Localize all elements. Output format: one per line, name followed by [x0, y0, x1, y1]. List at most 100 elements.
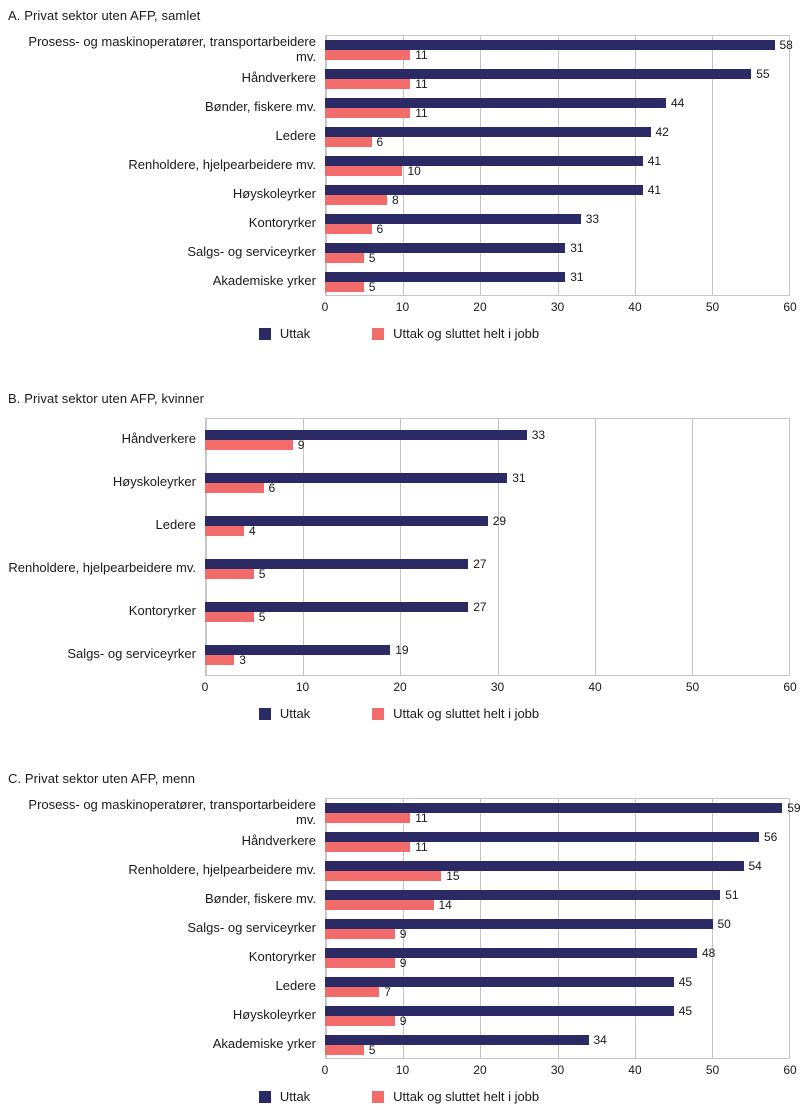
legend-b: Uttak Uttak og sluttet helt i jobb — [8, 706, 790, 721]
bar-line: 5 — [325, 251, 790, 265]
bar-line: 14 — [325, 898, 790, 912]
bar-line: 59 — [325, 801, 800, 815]
bar-value-label: 33 — [531, 427, 546, 442]
bar-uttak — [325, 1005, 674, 1016]
bar-sluttet — [325, 107, 411, 118]
bar-line: 6 — [205, 481, 790, 495]
category-label: Salgs- og serviceyrker — [187, 920, 316, 936]
bar-line: 5 — [325, 280, 790, 294]
gridline — [789, 419, 790, 675]
bar-line: 9 — [325, 1014, 790, 1028]
bar-rows: Håndverkere 33 9 Høyskoleyrker 31 6 Ledere 29 4 R… — [8, 418, 790, 676]
legend-label-sluttet: Uttak og sluttet helt i jobb — [393, 1089, 540, 1104]
bar-value-label: 51 — [725, 887, 739, 902]
category-label: Håndverkere — [121, 431, 196, 447]
category-label: Kontoryrker — [248, 215, 316, 231]
bar-pair: 56 11 — [325, 830, 790, 854]
bar-uttak — [205, 472, 508, 483]
gridline — [789, 36, 790, 295]
x-tick-label: 50 — [705, 1063, 720, 1077]
category-label: Ledere — [275, 128, 316, 144]
bar-line: 3 — [205, 652, 790, 667]
bar-value-label: 5 — [258, 609, 266, 624]
bar-line: 41 — [325, 182, 790, 197]
x-axis: 0 10 20 30 40 50 60 — [202, 676, 797, 694]
legend-item-uttak: Uttak — [258, 1089, 310, 1104]
bar-sluttet — [325, 194, 387, 205]
bar-sluttet — [325, 49, 411, 60]
bar-pair: 31 5 — [325, 270, 790, 294]
bar-line: 11 — [325, 76, 790, 91]
bar-sluttet — [325, 252, 364, 263]
category-label: Salgs- og serviceyrker — [67, 646, 196, 662]
legend-item-sluttet: Uttak og sluttet helt i jobb — [372, 326, 539, 341]
x-axis: 0 10 20 30 40 50 60 — [322, 1059, 797, 1077]
bar-line: 50 — [325, 916, 790, 931]
x-tick-label: 50 — [685, 680, 700, 694]
bar-row: Salgs- og serviceyrker 19 3 — [8, 633, 790, 676]
bar-value-label: 15 — [446, 868, 460, 883]
bar-row: Akademiske yrker 31 5 — [8, 267, 790, 296]
bar-line: 44 — [325, 96, 790, 110]
bar-line: 8 — [325, 192, 790, 207]
bar-uttak — [325, 68, 752, 79]
bar-sluttet — [325, 223, 372, 234]
bar-sluttet — [325, 957, 395, 968]
x-tick-label: 30 — [490, 680, 505, 694]
bar-value-label: 11 — [415, 76, 428, 91]
bar-sluttet — [325, 841, 411, 852]
bar-value-label: 50 — [717, 916, 731, 931]
bar-value-label: 41 — [647, 182, 662, 197]
bar-sluttet — [205, 654, 235, 665]
bar-value-label: 3 — [239, 652, 246, 667]
bar-sluttet — [205, 611, 254, 622]
bar-uttak — [325, 271, 566, 282]
bar-uttak — [205, 644, 391, 655]
bar-pair: 31 5 — [325, 241, 790, 265]
bar-sluttet — [325, 78, 411, 89]
bar-value-label: 34 — [593, 1032, 607, 1047]
x-tick-label: 20 — [473, 300, 487, 314]
bar-line: 15 — [325, 868, 790, 883]
bar-row: Høyskoleyrker 41 8 — [8, 180, 790, 209]
bar-row: Salgs- og serviceyrker 50 9 — [8, 914, 790, 943]
bar-line: 27 — [205, 600, 790, 614]
bar-row: Håndverkere 56 11 — [8, 827, 790, 856]
bar-rows: Prosess- og maskinoperatører, transporta… — [8, 798, 800, 1059]
legend-c: Uttak Uttak og sluttet helt i jobb — [8, 1089, 790, 1104]
bar-line: 9 — [325, 927, 790, 941]
bar-pair: 41 8 — [325, 182, 790, 207]
bar-uttak — [325, 126, 651, 137]
x-tick-label: 30 — [550, 300, 565, 314]
bar-uttak — [325, 802, 783, 813]
gridline — [403, 799, 405, 1058]
x-axis: 0 10 20 30 40 50 60 — [322, 296, 797, 314]
legend-swatch-uttak — [258, 1090, 271, 1103]
panel-a-title: A. Privat sektor uten AFP, samlet — [8, 8, 201, 23]
bar-sluttet — [205, 525, 244, 536]
bar-value-label: 8 — [392, 192, 399, 207]
legend-swatch-sluttet — [372, 1090, 385, 1103]
bar-value-label: 10 — [407, 163, 421, 178]
category-label: Håndverkere — [241, 833, 316, 849]
legend-label-sluttet: Uttak og sluttet helt i jobb — [393, 706, 540, 721]
legend-item-uttak: Uttak — [258, 326, 311, 341]
bar-value-label: 45 — [678, 974, 693, 989]
bar-value-label: 54 — [748, 858, 762, 873]
bar-line: 33 — [205, 427, 790, 442]
chart-panel-a: A. Privat sektor uten AFP, samlet Proses… — [8, 8, 797, 341]
category-label: Akademiske yrker — [212, 1036, 316, 1052]
bar-line: 55 — [325, 67, 790, 81]
bar-line: 7 — [325, 985, 790, 999]
gridline — [303, 419, 305, 675]
bar-value-label: 9 — [399, 955, 407, 970]
legend-label-uttak: Uttak — [279, 326, 311, 341]
bar-line: 27 — [205, 557, 790, 571]
bar-row: Kontoryrker 27 5 — [8, 590, 790, 633]
bar-line: 5 — [205, 609, 790, 624]
bar-pair: 48 9 — [325, 946, 790, 970]
bar-pair: 59 11 — [325, 801, 800, 825]
bar-uttak — [325, 918, 713, 929]
gridline — [400, 419, 402, 675]
bar-uttak — [205, 429, 527, 440]
